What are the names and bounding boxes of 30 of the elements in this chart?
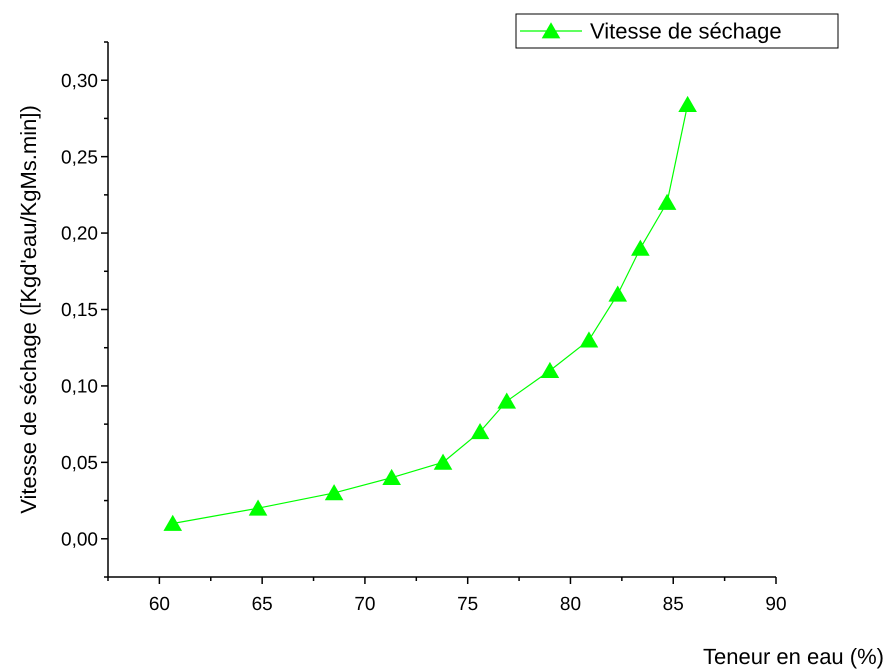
y-tick-label: 0,10: [61, 376, 98, 398]
x-tick-label: 80: [560, 594, 582, 615]
y-tick-label: 0,05: [61, 453, 98, 474]
point: [434, 454, 452, 470]
y-axis-title: Vitesse de séchage ([Kgd'eau/KgMs.min]): [16, 105, 41, 514]
y-tick-label: 0,20: [61, 224, 98, 245]
point: [163, 514, 182, 531]
point: [678, 96, 697, 112]
y-tick-label: 0,25: [61, 147, 98, 168]
point: [658, 194, 676, 210]
point: [580, 331, 598, 348]
point: [497, 392, 516, 409]
x-tick-label: 85: [662, 594, 684, 615]
x-tick-label: 60: [148, 594, 170, 615]
y-tick-label: 0,15: [61, 300, 98, 322]
y-tick-label: 0,00: [61, 529, 98, 550]
x-tick-label: 70: [354, 594, 376, 615]
legend-label: Vitesse de séchage: [590, 18, 782, 44]
point: [540, 362, 560, 378]
x-tick-label: 90: [765, 594, 787, 615]
x-axis-title: Teneur en eau (%): [703, 644, 884, 669]
x-tick-label: 65: [252, 594, 273, 615]
point: [382, 468, 401, 486]
x-tick-label: 75: [457, 594, 478, 615]
point: [324, 484, 344, 500]
y-tick-label: 0,30: [61, 70, 98, 92]
point: [608, 285, 628, 302]
point: [470, 423, 490, 440]
point: [248, 499, 268, 516]
point: [631, 240, 650, 256]
